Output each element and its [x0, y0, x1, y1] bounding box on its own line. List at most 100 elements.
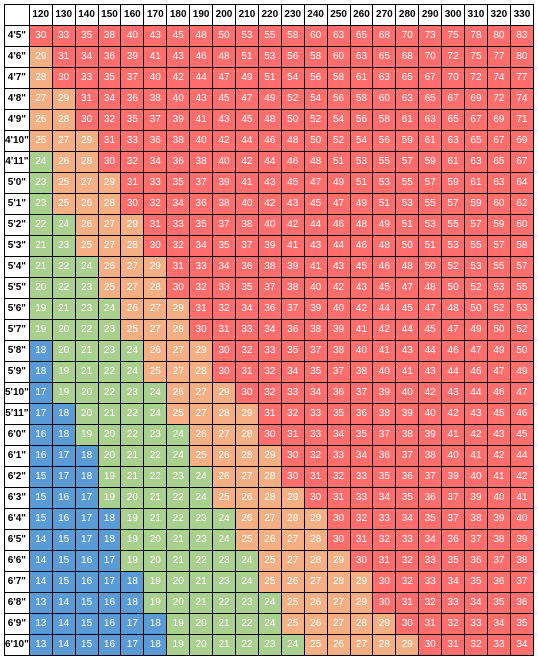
bmi-cell: 21	[121, 446, 144, 467]
bmi-cell: 33	[258, 341, 281, 362]
bmi-cell: 20	[98, 446, 121, 467]
row-header: 6'3"	[5, 488, 30, 509]
bmi-cell: 49	[235, 68, 258, 89]
bmi-cell: 67	[510, 152, 533, 173]
bmi-cell: 39	[373, 383, 396, 404]
bmi-cell: 47	[510, 383, 533, 404]
bmi-cell: 19	[121, 530, 144, 551]
bmi-cell: 34	[281, 362, 304, 383]
bmi-cell: 30	[167, 278, 190, 299]
bmi-cell: 39	[327, 320, 350, 341]
bmi-cell: 45	[235, 110, 258, 131]
bmi-cell: 48	[419, 278, 442, 299]
bmi-cell: 42	[373, 320, 396, 341]
table-row: 5'10"17192022232426272930323334363739404…	[5, 383, 534, 404]
bmi-cell: 63	[373, 68, 396, 89]
bmi-cell: 49	[258, 89, 281, 110]
bmi-cell: 32	[465, 635, 488, 656]
bmi-cell: 28	[75, 152, 98, 173]
bmi-cell: 26	[235, 509, 258, 530]
bmi-cell: 52	[327, 131, 350, 152]
bmi-cell: 24	[75, 257, 98, 278]
bmi-cell: 20	[75, 404, 98, 425]
bmi-cell: 36	[235, 257, 258, 278]
bmi-cell: 58	[373, 110, 396, 131]
bmi-cell: 30	[350, 551, 373, 572]
bmi-cell: 37	[465, 530, 488, 551]
bmi-cell: 41	[442, 425, 465, 446]
bmi-cell: 35	[465, 572, 488, 593]
bmi-cell: 22	[98, 383, 121, 404]
bmi-cell: 47	[419, 299, 442, 320]
bmi-cell: 48	[258, 110, 281, 131]
bmi-cell: 18	[75, 467, 98, 488]
bmi-cell: 42	[167, 68, 190, 89]
bmi-cell: 21	[167, 551, 190, 572]
bmi-cell: 20	[144, 530, 167, 551]
bmi-cell: 65	[373, 47, 396, 68]
bmi-cell: 25	[281, 593, 304, 614]
bmi-cell: 24	[167, 425, 190, 446]
bmi-cell: 55	[465, 236, 488, 257]
bmi-cell: 58	[350, 89, 373, 110]
bmi-cell: 32	[121, 152, 144, 173]
bmi-cell: 29	[144, 257, 167, 278]
bmi-cell: 57	[396, 152, 419, 173]
table-row: 4'6"293134363941434648515356586063656870…	[5, 47, 534, 68]
bmi-cell: 37	[235, 236, 258, 257]
bmi-cell: 65	[487, 152, 510, 173]
table-row: 4'9"262830323537394143454850525456586163…	[5, 110, 534, 131]
bmi-cell: 36	[373, 446, 396, 467]
bmi-cell: 42	[258, 194, 281, 215]
bmi-cell: 27	[121, 278, 144, 299]
bmi-cell: 51	[396, 215, 419, 236]
table-row: 5'2"222426272931333537384042444648495153…	[5, 215, 534, 236]
bmi-cell: 53	[419, 215, 442, 236]
bmi-cell: 29	[373, 614, 396, 635]
bmi-cell: 18	[98, 509, 121, 530]
bmi-cell: 43	[281, 194, 304, 215]
bmi-cell: 50	[304, 131, 327, 152]
bmi-cell: 22	[121, 404, 144, 425]
bmi-cell: 28	[144, 278, 167, 299]
bmi-cell: 31	[190, 299, 213, 320]
col-header: 180	[167, 5, 190, 26]
bmi-cell: 31	[98, 131, 121, 152]
bmi-cell: 40	[396, 383, 419, 404]
row-header: 5'0"	[5, 173, 30, 194]
bmi-cell: 28	[213, 404, 236, 425]
bmi-cell: 39	[167, 110, 190, 131]
bmi-cell: 23	[98, 341, 121, 362]
bmi-cell: 29	[235, 404, 258, 425]
bmi-cell: 46	[510, 404, 533, 425]
bmi-cell: 38	[350, 362, 373, 383]
bmi-cell: 33	[213, 278, 236, 299]
bmi-cell: 23	[29, 173, 52, 194]
bmi-cell: 57	[510, 257, 533, 278]
bmi-cell: 38	[167, 131, 190, 152]
bmi-cell: 33	[442, 593, 465, 614]
bmi-cell: 27	[98, 236, 121, 257]
bmi-cell: 28	[373, 635, 396, 656]
bmi-cell: 32	[419, 593, 442, 614]
bmi-cell: 25	[213, 488, 236, 509]
bmi-cell: 41	[190, 110, 213, 131]
bmi-cell: 52	[281, 89, 304, 110]
bmi-cell: 17	[52, 467, 75, 488]
table-row: 6'7"141516171819202123242526272829303233…	[5, 572, 534, 593]
bmi-cell: 31	[121, 173, 144, 194]
table-row: 5'5"202223252728303233353738404243454748…	[5, 278, 534, 299]
bmi-cell: 44	[510, 446, 533, 467]
bmi-cell: 13	[29, 614, 52, 635]
table-row: 6'4"151617181921222324262728293032333435…	[5, 509, 534, 530]
bmi-heatmap-table: 1201301401501601701801902002102202302402…	[4, 4, 534, 656]
bmi-cell: 69	[487, 110, 510, 131]
bmi-cell: 50	[510, 341, 533, 362]
bmi-cell: 37	[350, 383, 373, 404]
bmi-cell: 16	[29, 446, 52, 467]
bmi-cell: 32	[144, 194, 167, 215]
col-header: 210	[235, 5, 258, 26]
bmi-cell: 56	[373, 131, 396, 152]
bmi-cell: 35	[442, 551, 465, 572]
bmi-cell: 52	[465, 278, 488, 299]
